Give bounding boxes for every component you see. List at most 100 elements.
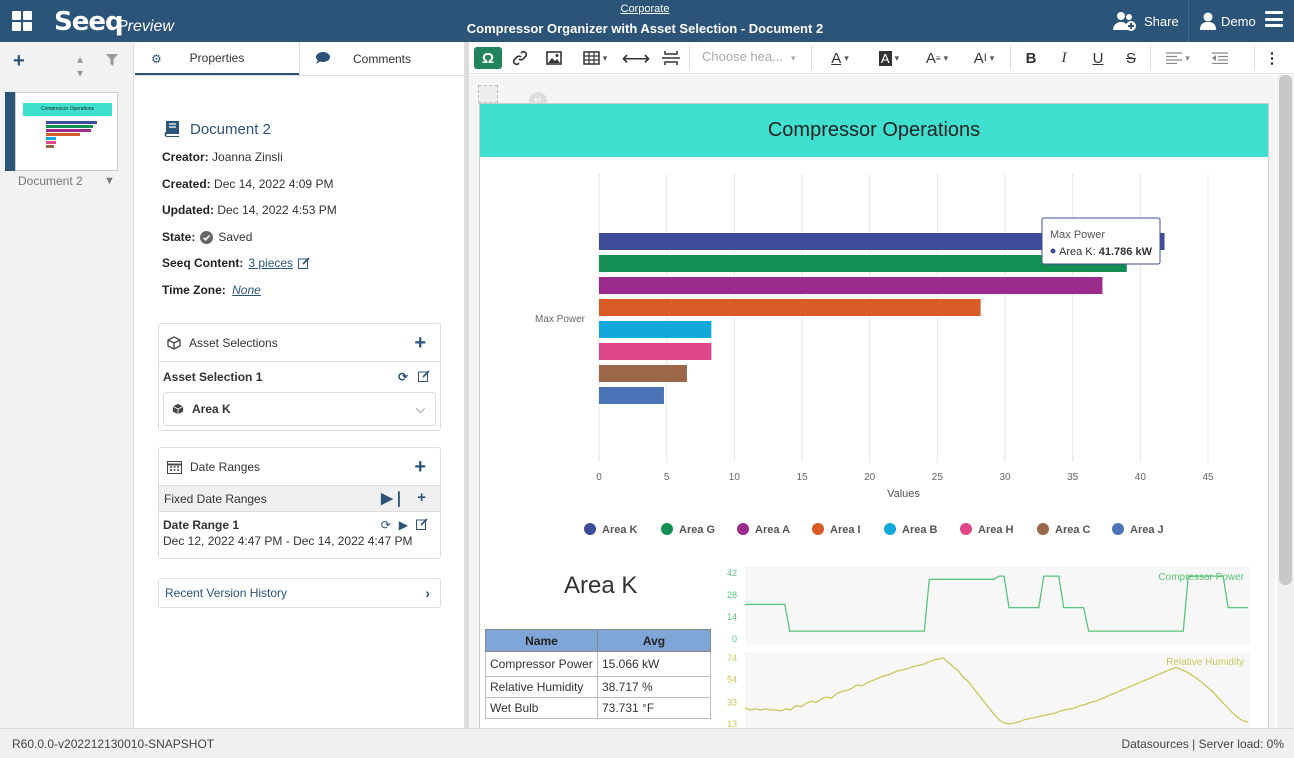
server-load-label: Server load: 0% [1198, 737, 1284, 751]
legend-label[interactable]: Area K [602, 524, 638, 536]
toolbar-divider [811, 46, 812, 70]
add-date-range-button[interactable]: + [414, 456, 426, 478]
bar[interactable] [599, 233, 1165, 250]
link-icon[interactable] [509, 47, 531, 69]
breadcrumb-corporate[interactable]: Corporate [620, 3, 670, 15]
insert-seeq-content-button[interactable]: Ω [474, 47, 502, 69]
legend-label[interactable]: Area A [755, 524, 790, 536]
trend-line[interactable] [744, 657, 1249, 725]
editor-toolbar: Ω ▾ ⟷ Choose hea... ▾ A ▾ A ▾ A ≡ ▾ A I ▾ B I U… [469, 42, 1294, 74]
tab-divider [299, 42, 300, 75]
document-page[interactable]: Compressor Operations 0 5 10 15 20 25 30 35 40 45… [479, 103, 1269, 728]
step-forward-icon[interactable]: ▶ [398, 518, 408, 532]
datasources-link[interactable]: Datasources [1121, 737, 1189, 751]
scrollbar-thumb[interactable] [1279, 75, 1292, 585]
top-bar: Seeq Preview Corporate Compressor Organi… [0, 0, 1294, 42]
asset-dropdown[interactable]: Area K ⌵ [163, 392, 436, 426]
bar[interactable] [599, 365, 687, 382]
edit-icon[interactable] [298, 257, 310, 269]
stats-table: Name Avg Compressor Power 15.066 kW Relat… [485, 629, 711, 719]
seeq-content-link[interactable]: 3 pieces [248, 256, 294, 270]
tab-properties[interactable]: ⚙ Properties [135, 42, 299, 75]
asset-title: Area K [564, 572, 638, 599]
table-icon[interactable]: ▾ [577, 47, 613, 69]
legend-swatch[interactable] [737, 523, 749, 535]
legend-swatch[interactable] [812, 523, 824, 535]
trend-line[interactable] [745, 575, 1248, 632]
share-users-icon [1113, 12, 1136, 31]
created-value: Dec 14, 2022 4:09 PM [214, 177, 334, 191]
recent-version-history[interactable]: Recent Version History › [158, 578, 441, 608]
drag-handle-icon[interactable] [478, 85, 498, 103]
legend-label[interactable]: Area C [1055, 524, 1091, 536]
align-icon[interactable]: ▾ [1159, 47, 1197, 69]
legend-swatch[interactable] [884, 523, 896, 535]
step-forward-icon[interactable]: ▶❘ [381, 490, 406, 507]
strikethrough-icon[interactable]: S [1125, 49, 1136, 67]
hamburger-menu-icon[interactable] [1265, 11, 1283, 27]
highlight-color-icon[interactable]: A ▾ [878, 50, 900, 66]
add-document-icon[interactable]: + [13, 50, 25, 72]
report-banner: Compressor Operations [480, 104, 1268, 157]
font-size-icon[interactable]: A I ▾ [973, 49, 995, 67]
bar[interactable] [599, 299, 981, 316]
chevron-down-icon[interactable]: ▼ [104, 175, 115, 187]
document-thumbnail[interactable]: Compressor Operations [15, 92, 118, 171]
tooltip-title: Max Power [1050, 229, 1105, 241]
sort-icon[interactable]: ▴ ▾ [77, 52, 84, 80]
bar[interactable] [599, 255, 1127, 272]
image-icon[interactable] [543, 47, 565, 69]
thumbnail-label[interactable]: Document 2 [18, 174, 83, 188]
legend-swatch[interactable] [1037, 523, 1049, 535]
table-header-name: Name [485, 629, 598, 652]
underline-icon[interactable]: U [1092, 49, 1104, 67]
bar[interactable] [599, 387, 664, 404]
user-menu[interactable]: Demo [1200, 9, 1256, 33]
edit-icon[interactable] [418, 370, 430, 382]
outdent-icon[interactable] [1209, 47, 1231, 69]
more-options-icon[interactable]: ⋮ [1264, 50, 1280, 67]
seeq-logo[interactable]: Seeq [54, 7, 124, 37]
refresh-icon[interactable]: ⟳ [380, 518, 391, 532]
edit-icon[interactable] [416, 518, 428, 530]
legend-swatch[interactable] [960, 523, 972, 535]
horizontal-resize-icon[interactable]: ⟷ [621, 47, 651, 70]
legend-swatch[interactable] [584, 523, 596, 535]
table-row: Wet Bulb 73.731 °F [485, 697, 711, 719]
bar[interactable] [599, 321, 712, 338]
bar[interactable] [599, 343, 712, 360]
tab-comments[interactable]: Comments [300, 42, 464, 75]
bar-chart[interactable]: 0 5 10 15 20 25 30 35 40 45 Values Max Power Max Pow… [480, 160, 1268, 570]
legend-swatch[interactable] [1112, 523, 1124, 535]
legend-label[interactable]: Area I [830, 524, 861, 536]
panel-resize-handle[interactable] [465, 42, 469, 728]
trend-series-label: Relative Humidity [1166, 657, 1244, 668]
vertical-scrollbar[interactable] [1277, 75, 1294, 728]
italic-icon[interactable]: I [1061, 49, 1067, 66]
refresh-icon[interactable]: ⟳ [397, 370, 408, 384]
page-break-icon[interactable] [659, 47, 683, 69]
table-row: Compressor Power 15.066 kW [485, 651, 711, 677]
legend-label[interactable]: Area B [902, 524, 938, 536]
filter-icon[interactable] [106, 54, 118, 66]
bold-icon[interactable]: B [1025, 49, 1037, 67]
legend-swatch[interactable] [661, 523, 673, 535]
share-button[interactable]: Share [1112, 9, 1179, 33]
created-row: Created: Dec 14, 2022 4:09 PM [162, 177, 333, 191]
y-tick-label: 42 [727, 568, 737, 578]
app-grid-icon[interactable] [12, 11, 32, 31]
font-family-icon[interactable]: A ≡ ▾ [925, 49, 949, 67]
heading-select[interactable]: Choose hea... ▾ [702, 49, 796, 64]
legend-label[interactable]: Area G [679, 524, 715, 536]
category-label: Max Power [535, 314, 586, 325]
font-color-icon[interactable]: A ▾ [831, 49, 849, 67]
add-asset-selection-button[interactable]: + [414, 332, 426, 354]
bar[interactable] [599, 277, 1103, 294]
legend-label[interactable]: Area J [1130, 524, 1164, 536]
compressor-power-trend[interactable]: 0142842kWCompressor Power [725, 567, 1250, 647]
add-icon[interactable]: + [417, 489, 426, 506]
toolbar-divider [1010, 46, 1011, 70]
legend-label[interactable]: Area H [978, 524, 1014, 536]
time-zone-link[interactable]: None [232, 283, 261, 297]
